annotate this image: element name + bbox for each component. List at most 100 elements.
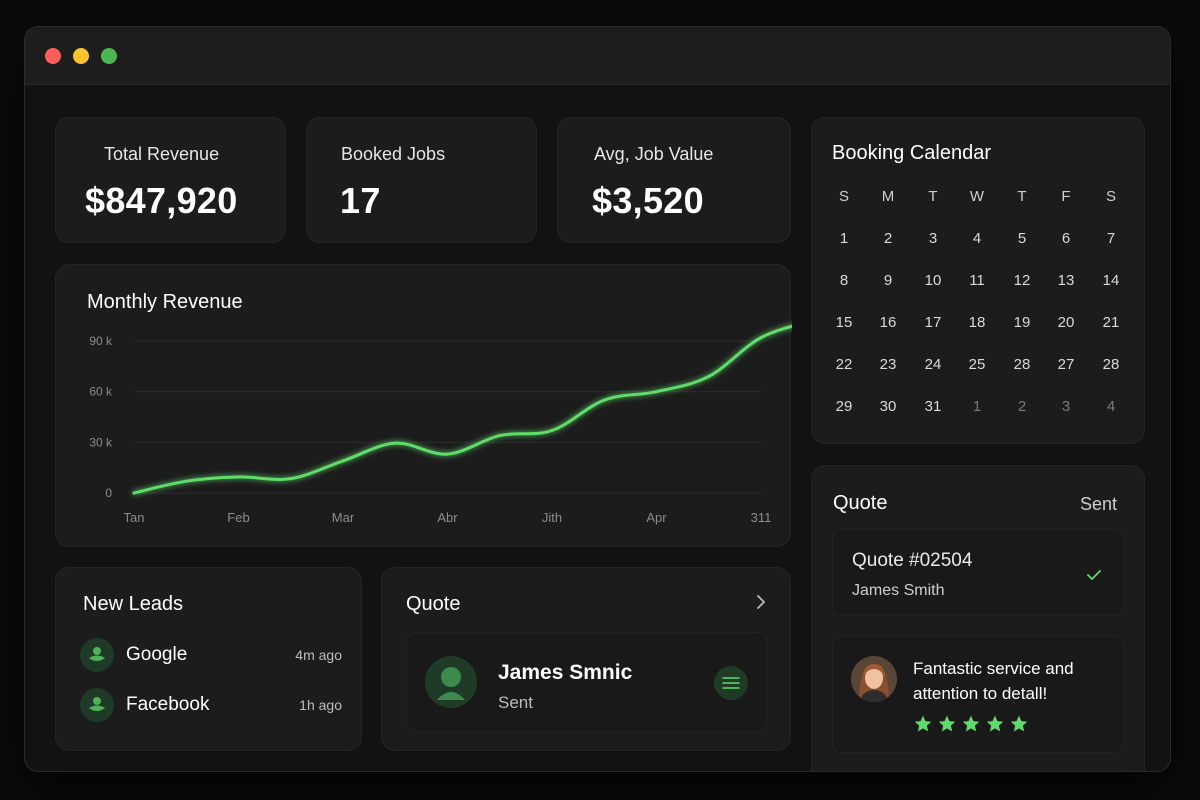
stat-value: 17 xyxy=(340,180,381,221)
stat-value: $847,920 xyxy=(85,180,238,221)
new-leads-card: New Leads Google 4m ago Facebook 1h ago xyxy=(55,567,362,751)
calendar-weekday: F xyxy=(1061,188,1071,205)
quote-side-card: Quote Sent Quote #02504 James Smith Fant… xyxy=(811,465,1145,771)
calendar-day[interactable]: 7 xyxy=(1106,230,1116,247)
x-tick-label: Mar xyxy=(332,510,355,525)
calendar-day[interactable]: 5 xyxy=(1017,230,1027,247)
quote-item[interactable]: Quote #02504 James Smith xyxy=(832,529,1124,616)
review-card: Fantastic service and attention to detal… xyxy=(832,636,1124,753)
data-point xyxy=(759,336,763,340)
quote-card: Quote James Smnic Sent xyxy=(381,567,791,751)
calendar-day[interactable]: 3 xyxy=(1061,398,1071,415)
calendar-day[interactable]: 22 xyxy=(835,356,853,373)
calendar-day[interactable]: 27 xyxy=(1057,356,1075,373)
review-text-line-2: attention to detall! xyxy=(913,684,1048,703)
x-tick-label: Jith xyxy=(542,510,562,525)
data-point xyxy=(289,477,293,481)
lead-item-google[interactable]: Google 4m ago xyxy=(80,637,342,673)
stat-value: $3,520 xyxy=(592,180,704,221)
reviewer-avatar xyxy=(851,656,897,702)
chart-title: Monthly Revenue xyxy=(87,291,243,313)
calendar-day[interactable]: 28 xyxy=(1102,356,1120,373)
client-avatar-icon xyxy=(425,656,477,708)
star-icon xyxy=(1010,715,1028,732)
data-point xyxy=(393,441,397,445)
calendar-day[interactable]: 25 xyxy=(968,356,986,373)
calendar-day[interactable]: 20 xyxy=(1057,314,1075,331)
star-icon xyxy=(986,715,1004,732)
data-point xyxy=(446,452,449,456)
lead-item-facebook[interactable]: Facebook 1h ago xyxy=(80,687,342,723)
quote-title: Quote xyxy=(833,492,888,514)
data-point xyxy=(498,434,502,438)
y-tick-label: 60 k xyxy=(89,385,113,399)
calendar-weekday: S xyxy=(838,188,849,205)
calendar-day[interactable]: 24 xyxy=(924,356,942,373)
calendar-weekday: S xyxy=(1105,188,1116,205)
calendar-day[interactable]: 16 xyxy=(879,314,897,331)
x-tick-label: Abr xyxy=(437,510,458,525)
app-window: Total Revenue $847,920 Booked Jobs 17 Av… xyxy=(24,26,1171,772)
x-tick-label: 311 xyxy=(751,510,772,525)
calendar-weekday: T xyxy=(928,188,938,205)
calendar-day[interactable]: 29 xyxy=(835,398,853,415)
list-icon[interactable] xyxy=(714,666,748,700)
x-tick-label: Tan xyxy=(124,510,145,525)
lead-time: 4m ago xyxy=(295,647,342,663)
calendar-day[interactable]: 1 xyxy=(972,398,982,415)
x-tick-label: Feb xyxy=(227,510,249,525)
calendar-day[interactable]: 1 xyxy=(839,230,849,247)
data-point xyxy=(184,479,188,483)
calendar-day[interactable]: 28 xyxy=(1013,356,1031,373)
monthly-revenue-card: Monthly Revenue 90 k 60 k 30 k 0 Tan Feb Mar Ab… xyxy=(55,264,792,547)
quote-status: Sent xyxy=(1079,494,1117,514)
calendar-day[interactable]: 3 xyxy=(928,230,938,247)
calendar-weekday: T xyxy=(1017,188,1027,205)
calendar-day[interactable]: 30 xyxy=(879,398,897,415)
calendar-day[interactable]: 31 xyxy=(924,398,942,415)
calendar-day[interactable]: 11 xyxy=(969,272,985,289)
star-icon xyxy=(938,715,956,732)
quote-title: Quote xyxy=(406,593,461,615)
stat-label: Booked Jobs xyxy=(341,144,446,164)
calendar-day[interactable]: 6 xyxy=(1061,230,1071,247)
lead-name: Facebook xyxy=(126,694,210,715)
calendar-day[interactable]: 14 xyxy=(1102,272,1120,289)
quote-client-name: James Smnic xyxy=(498,661,633,684)
calendar-day[interactable]: 8 xyxy=(839,272,849,289)
calendar-day[interactable]: 18 xyxy=(968,314,986,331)
calendar-day[interactable]: 21 xyxy=(1102,314,1120,331)
revenue-series-line xyxy=(132,324,792,495)
close-window-button[interactable] xyxy=(45,48,61,64)
lead-source-icon xyxy=(80,688,114,722)
calendar-day[interactable]: 23 xyxy=(879,356,897,373)
stat-label: Avg, Job Value xyxy=(594,144,714,164)
leads-title: New Leads xyxy=(83,593,184,615)
calendar-day[interactable]: 2 xyxy=(1017,398,1027,415)
quote-client-status: Sent xyxy=(498,693,533,712)
y-tick-label: 0 xyxy=(105,486,112,500)
data-point xyxy=(655,390,658,394)
calendar-day[interactable]: 17 xyxy=(924,314,942,331)
x-tick-label: Apr xyxy=(646,510,667,525)
quote-entry[interactable]: James Smnic Sent xyxy=(406,632,767,732)
calendar-day[interactable]: 15 xyxy=(835,314,853,331)
calendar-day[interactable]: 9 xyxy=(883,272,893,289)
calendar-day[interactable]: 13 xyxy=(1057,272,1075,289)
calendar-day[interactable]: 2 xyxy=(883,230,893,247)
calendar-day[interactable]: 4 xyxy=(972,230,982,247)
calendar-day[interactable]: 10 xyxy=(924,272,942,289)
quote-number: Quote #02504 xyxy=(852,550,973,571)
y-tick-label: 30 k xyxy=(89,435,113,449)
calendar-day[interactable]: 4 xyxy=(1106,398,1116,415)
maximize-window-button[interactable] xyxy=(101,48,117,64)
minimize-window-button[interactable] xyxy=(73,48,89,64)
lead-time: 1h ago xyxy=(299,697,342,713)
data-point xyxy=(550,429,554,433)
chevron-right-icon[interactable] xyxy=(756,594,766,610)
y-tick-label: 90 k xyxy=(89,334,113,348)
stat-label: Total Revenue xyxy=(104,144,220,164)
stat-card-booked-jobs: Booked Jobs 17 xyxy=(306,117,537,243)
calendar-day[interactable]: 12 xyxy=(1013,272,1031,289)
calendar-day[interactable]: 19 xyxy=(1013,314,1031,331)
